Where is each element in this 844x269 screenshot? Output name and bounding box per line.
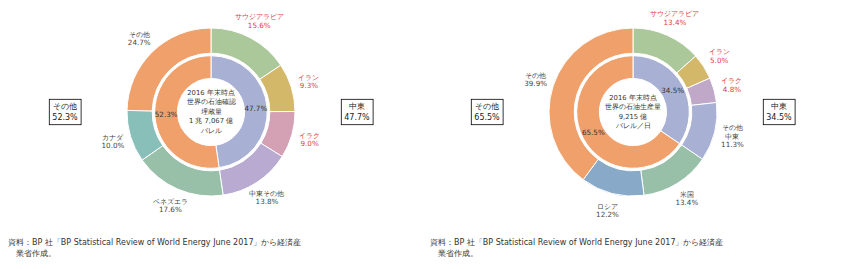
annotation-box: 中東47.7% [341,99,373,124]
outer-value-label: 11.3% [721,140,744,149]
inner-value-label: 65.5% [582,128,605,137]
labels: 2016 年末時点世界の石油生産量9,215 億バレル／日サウジアラビア13.4… [524,9,744,219]
outer-value-label: 24.7% [128,38,151,47]
outer-value-label: 15.6% [248,21,271,30]
outer-value-label: 9.3% [300,81,318,90]
source-note: 資料：BP 社「BP Statistical Review of World E… [8,238,301,258]
annotation-text: 中東47.7% [344,102,370,121]
rings [549,28,717,196]
inner-value-label: 52.3% [155,110,178,119]
chart-canvas: 2016 年末時点世界の石油確認埋蔵量1 兆 7,067 億バレルサウジアラビア… [0,0,844,269]
inner-value-label: 34.5% [661,86,684,95]
annotation-frame [763,99,795,124]
annotation-text: 中東34.5% [766,102,792,121]
outer-category-label: その他中東 [722,123,743,141]
outer-value-label: 10.0% [102,141,125,150]
annotation-frame [471,99,503,124]
annotation-box: 中東34.5% [763,99,795,124]
inner-value-label: 47.7% [244,104,267,113]
outer-slice [687,78,717,105]
annotation-frame [341,99,373,124]
rings [127,28,295,196]
outer-value-label: 13.4% [675,198,698,207]
outer-value-label: 13.8% [256,197,279,206]
source-note: 資料：BP 社「BP Statistical Review of World E… [430,238,723,258]
inner-slice [577,56,680,169]
outer-value-label: 9.0% [300,139,318,148]
center-title: 2016 年末時点世界の石油生産量9,215 億バレル／日 [605,94,661,131]
outer-value-label: 13.4% [663,18,686,27]
annotation-text: その他52.3% [52,102,78,121]
annotation-box: その他52.3% [49,99,81,124]
annotation-frame [49,99,81,124]
center-title: 2016 年末時点世界の石油確認埋蔵量1 兆 7,067 億バレル [187,89,236,135]
labels: 2016 年末時点世界の石油確認埋蔵量1 兆 7,067 億バレルサウジアラビア… [102,12,321,214]
outer-value-label: 5.0% [710,56,728,65]
donut-panel: 2016 年末時点世界の石油生産量9,215 億バレル／日サウジアラビア13.4… [471,9,795,219]
donut-panel: 2016 年末時点世界の石油確認埋蔵量1 兆 7,067 億バレルサウジアラビア… [49,12,373,214]
annotation-text: その他65.5% [474,102,500,121]
outer-value-label: 4.8% [723,84,741,93]
annotation-box: その他65.5% [471,99,503,124]
outer-value-label: 17.6% [159,205,182,214]
outer-value-label: 39.9% [524,79,547,88]
outer-value-label: 12.2% [596,210,619,219]
